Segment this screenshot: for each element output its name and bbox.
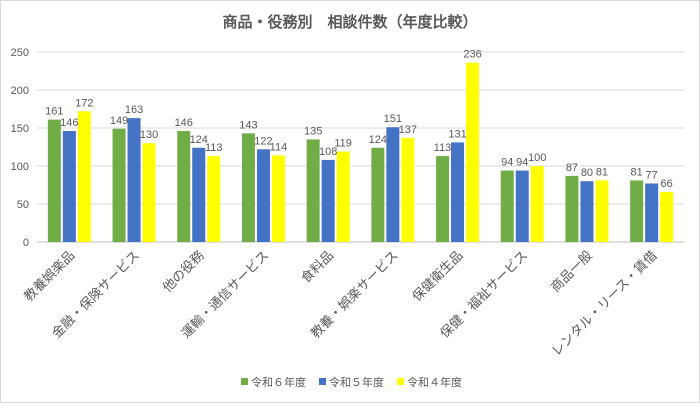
legend-label: 令和４年度 [407,375,462,389]
data-label: 135 [304,125,322,137]
data-label: 108 [319,146,337,158]
legend-swatch [397,378,404,385]
legend-label: 令和６年度 [251,375,306,389]
bar [401,137,415,242]
bar [595,180,609,242]
x-tick-label: 他の役務 [159,248,206,295]
bar [62,131,76,242]
bar [530,166,544,242]
bar [207,156,221,242]
data-label: 137 [399,124,417,136]
bar [451,142,465,242]
x-tick-label: 保健衛生品 [409,248,466,305]
bar [77,111,91,242]
bar [386,127,400,242]
data-label: 87 [566,162,578,174]
bar [645,183,659,242]
bar [500,170,514,242]
data-label: 146 [175,117,193,129]
bar [660,191,674,242]
y-tick-label: 100 [11,161,29,173]
bar [271,155,285,242]
bar [256,149,270,242]
data-label: 172 [75,97,93,109]
data-label: 66 [661,178,673,190]
bar [371,147,385,242]
y-tick-label: 150 [11,123,29,135]
data-label: 94 [501,157,513,169]
bar [112,128,126,242]
bar [127,118,141,242]
bar [336,151,350,242]
bar [630,180,644,242]
x-tick-label: 教養娯楽品 [21,248,78,305]
data-label: 146 [60,117,78,129]
data-label: 94 [516,157,528,169]
bar [565,175,579,242]
data-label: 236 [463,49,481,61]
data-label: 163 [125,104,143,116]
legend-swatch [241,378,248,385]
data-label: 124 [369,134,387,146]
y-tick-label: 50 [17,199,29,211]
data-label: 80 [581,167,593,179]
x-tick-label: レンタル・リース・賃借 [549,248,660,359]
bar [466,62,480,242]
data-label: 124 [190,134,208,146]
legend-label: 令和５年度 [329,375,384,389]
bar [321,159,335,242]
bar [142,143,156,242]
y-tick-label: 250 [11,47,29,59]
data-label: 161 [45,106,63,118]
data-label: 100 [528,152,546,164]
y-tick-label: 0 [23,237,29,249]
x-tick-label: 商品一般 [548,248,595,295]
data-label: 130 [140,129,158,141]
bar [306,139,320,242]
bar [192,147,206,242]
x-tick-label: 食料品 [298,248,336,286]
y-tick-label: 200 [11,85,29,97]
data-label: 122 [254,135,272,147]
data-label: 119 [334,138,352,150]
data-label: 113 [205,142,223,154]
legend-swatch [319,378,326,385]
data-label: 149 [110,115,128,127]
bar [580,181,594,242]
bar [241,133,255,242]
chart-title: 商品・役務別 相談件数（年度比較） [222,13,477,31]
bar [515,170,529,242]
data-label: 77 [646,169,658,181]
data-label: 114 [270,141,288,153]
bar [436,156,450,242]
data-label: 81 [596,166,608,178]
data-label: 113 [434,142,452,154]
data-label: 151 [384,113,402,125]
data-label: 131 [448,128,466,140]
data-label: 143 [239,119,257,131]
data-label: 81 [631,166,643,178]
bar [177,131,191,242]
bar [47,119,61,242]
